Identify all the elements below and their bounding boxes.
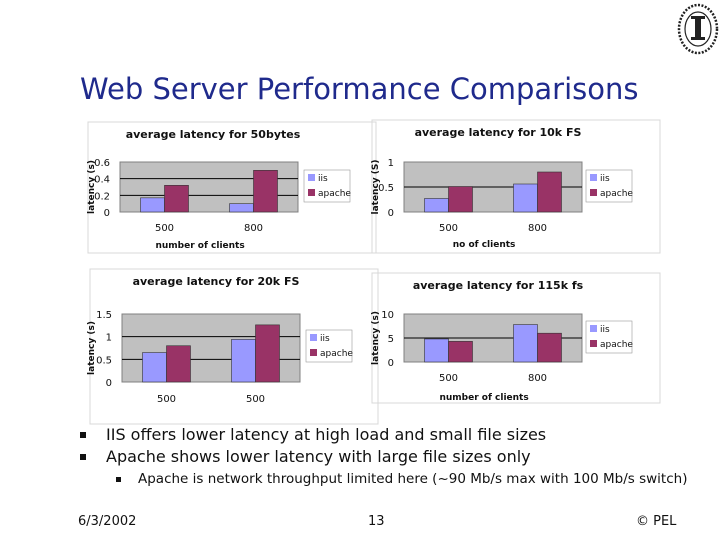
legend-label: apache [600, 340, 633, 350]
y-axis-label: latency (s) [87, 160, 97, 214]
bar-apache [537, 332, 562, 363]
bar-apache [537, 171, 562, 213]
bar-iis [424, 338, 449, 363]
bullet-square-icon [116, 477, 121, 482]
y-tick-label: 1 [388, 158, 394, 169]
bar-apache [253, 170, 278, 213]
legend-swatch [310, 334, 317, 341]
bullet-square-icon [80, 454, 86, 460]
chart-title: average latency for 50bytes [126, 128, 301, 141]
y-tick-label: 5 [388, 334, 394, 345]
x-tick-label: 800 [528, 223, 547, 234]
legend-swatch [590, 174, 597, 181]
y-tick-label: 0.2 [94, 191, 110, 202]
legend-swatch [308, 174, 315, 181]
chart-title: average latency for 20k FS [133, 275, 300, 288]
chart-frame [87, 121, 377, 254]
legend-label: apache [318, 189, 351, 199]
x-tick-label: 800 [244, 223, 263, 234]
bullet-item: IIS offers lower latency at high load an… [80, 424, 700, 446]
x-tick-label: 500 [246, 394, 265, 405]
chart-frame [371, 119, 661, 254]
chart-frame [89, 268, 379, 425]
y-tick-label: 0.6 [94, 158, 110, 169]
legend-label: iis [600, 325, 610, 335]
x-tick-label: 500 [157, 394, 176, 405]
y-tick-label: 0 [388, 358, 394, 369]
bullet-item: Apache shows lower latency with large fi… [80, 446, 700, 468]
legend-swatch [590, 325, 597, 332]
y-tick-label: 0 [106, 378, 112, 389]
y-axis-label: latency (S) [371, 159, 381, 214]
legend-label: apache [600, 189, 633, 199]
y-tick-label: 0.4 [94, 175, 110, 186]
chart-frame [371, 272, 661, 404]
x-axis-label: no of clients [453, 240, 516, 250]
x-axis-label: number of clients [155, 241, 244, 251]
footer-copyright: © PEL [636, 514, 677, 529]
footer-page-number: 13 [368, 514, 385, 529]
y-tick-label: 0.5 [378, 183, 394, 194]
y-tick-label: 10 [381, 310, 394, 321]
y-tick-label: 1 [106, 333, 112, 344]
bar-apache [448, 186, 473, 213]
legend-swatch [308, 189, 315, 196]
bar-apache [166, 345, 191, 383]
bar-apache [255, 324, 280, 383]
bar-iis [142, 352, 167, 383]
legend-swatch [590, 340, 597, 347]
footer-date: 6/3/2002 [78, 514, 137, 529]
institution-logo [677, 3, 719, 55]
bullet-text: IIS offers lower latency at high load an… [106, 425, 547, 444]
sub-bullet-item: Apache is network throughput limited her… [116, 471, 698, 487]
y-tick-label: 0 [104, 208, 110, 219]
y-tick-label: 1.5 [96, 310, 112, 321]
sub-bullet-text: Apache is network throughput limited her… [138, 471, 688, 487]
legend-label: iis [600, 174, 610, 184]
bullet-square-icon [80, 432, 86, 438]
bar-iis [513, 183, 538, 213]
x-tick-label: 500 [155, 223, 174, 234]
chart-title: average latency for 10k FS [415, 126, 582, 139]
legend-swatch [590, 189, 597, 196]
chart-title: average latency for 115k fs [413, 279, 584, 292]
legend-swatch [310, 349, 317, 356]
legend-label: iis [320, 334, 330, 344]
bar-apache [448, 341, 473, 363]
bullet-list: IIS offers lower latency at high load an… [80, 424, 700, 487]
bar-iis [140, 197, 165, 213]
bar-iis [229, 203, 254, 213]
bar-iis [424, 198, 449, 213]
y-tick-label: 0.5 [96, 355, 112, 366]
bar-apache [164, 185, 189, 213]
x-axis-label: number of clients [439, 393, 528, 403]
y-axis-label: latency (s) [371, 311, 381, 365]
x-tick-label: 800 [528, 373, 547, 384]
bullet-text: Apache shows lower latency with large fi… [106, 447, 531, 466]
x-tick-label: 500 [439, 223, 458, 234]
bar-iis [231, 339, 256, 383]
slide-title: Web Server Performance Comparisons [80, 72, 639, 106]
legend-label: iis [318, 174, 328, 184]
x-tick-label: 500 [439, 373, 458, 384]
legend-label: apache [320, 349, 353, 359]
bar-iis [513, 324, 538, 363]
y-tick-label: 0 [388, 208, 394, 219]
y-axis-label: latency (s) [87, 321, 97, 375]
